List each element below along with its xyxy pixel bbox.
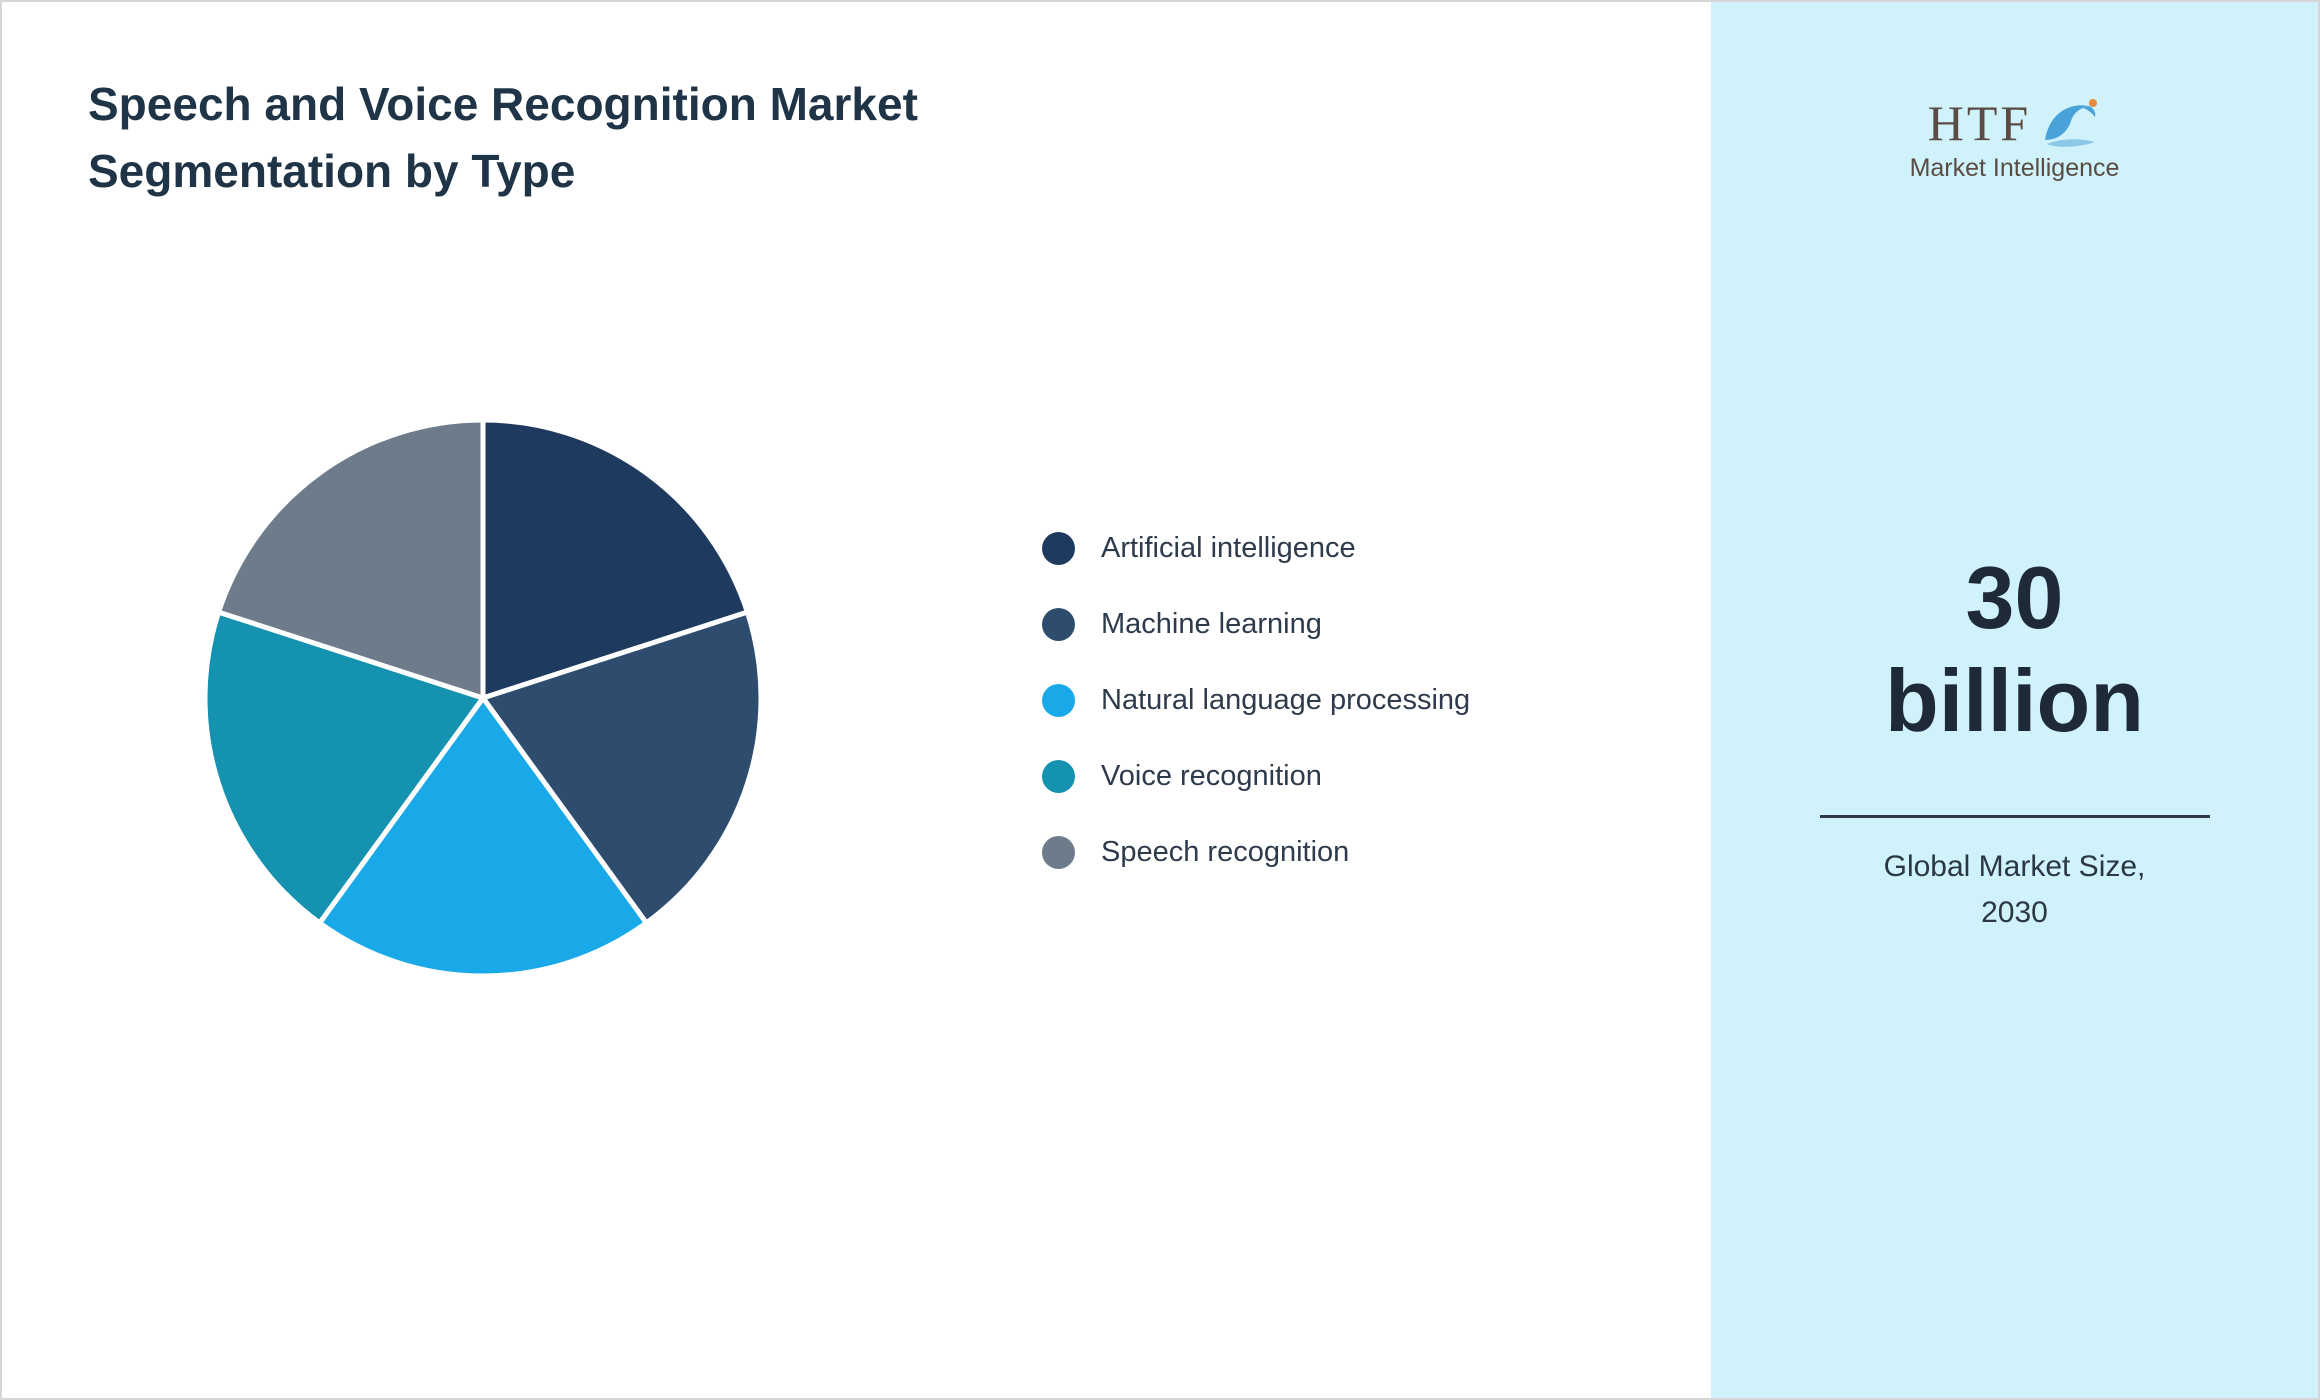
legend-item: Machine learning xyxy=(1042,608,1470,641)
brand-logo: HTF Market Intelligence xyxy=(1711,94,2318,183)
legend-item: Natural language processing xyxy=(1042,684,1470,717)
pie-chart xyxy=(202,417,764,979)
legend-label: Speech recognition xyxy=(1101,836,1350,868)
legend-item: Speech recognition xyxy=(1042,836,1470,869)
divider xyxy=(1819,814,2210,818)
market-size-block: 30 billion Global Market Size, 2030 xyxy=(1711,547,2318,937)
legend-label: Artificial intelligence xyxy=(1101,532,1356,564)
pie-slice-0 xyxy=(480,417,750,701)
page-title: Speech and Voice Recognition Market Segm… xyxy=(88,77,918,197)
dolphin-icon xyxy=(2045,99,2098,147)
market-size-value: 30 xyxy=(1965,548,2064,647)
legend-swatch-icon xyxy=(1042,760,1075,793)
legend-swatch-icon xyxy=(1042,836,1075,869)
legend-item: Artificial intelligence xyxy=(1042,532,1470,565)
chart-legend: Artificial intelligence Machine learning… xyxy=(1042,532,1470,869)
legend-swatch-icon xyxy=(1042,684,1075,717)
pie-slice-2 xyxy=(317,695,649,979)
market-size-caption: Global Market Size, 2030 xyxy=(1883,849,2146,930)
sidebar: HTF Market Intelligence 30 billion Globa… xyxy=(1711,2,2318,1398)
legend-label: Natural language processing xyxy=(1101,684,1471,716)
pie-chart-container xyxy=(183,398,783,998)
legend-label: Machine learning xyxy=(1101,608,1322,640)
market-size-unit: billion xyxy=(1884,650,2145,750)
pie-slice-1 xyxy=(480,609,764,926)
pie-slice-4 xyxy=(216,417,486,701)
legend-item: Voice recognition xyxy=(1042,760,1470,793)
legend-swatch-icon xyxy=(1042,608,1075,641)
logo-text: HTF xyxy=(1927,95,2032,151)
legend-swatch-icon xyxy=(1042,532,1075,565)
pie-slice-3 xyxy=(202,609,486,926)
legend-label: Voice recognition xyxy=(1101,760,1322,792)
logo-subtext: Market Intelligence xyxy=(1909,154,2120,182)
